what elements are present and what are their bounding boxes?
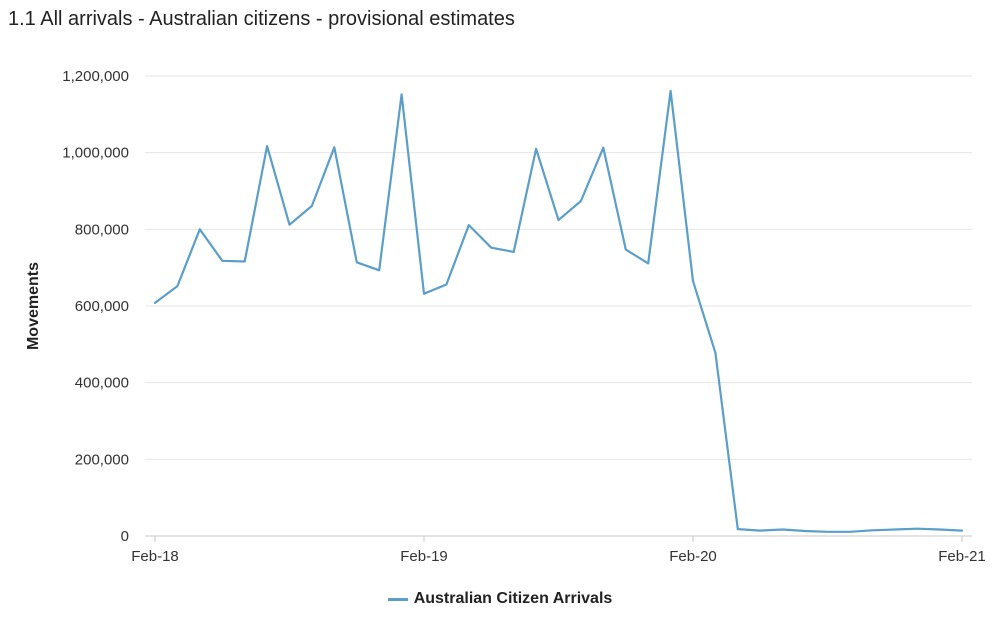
data-point[interactable] [620, 244, 632, 256]
data-point[interactable] [440, 279, 452, 291]
data-point[interactable] [754, 525, 766, 537]
data-point[interactable] [934, 523, 946, 535]
line-chart: 0 200,000 400,000 600,000 800,000 1,000,000 1,… [62, 68, 986, 565]
data-point[interactable] [844, 526, 856, 538]
data-point[interactable] [194, 223, 206, 235]
y-tick-label: 0 [121, 528, 129, 545]
x-tick-label: Feb-18 [131, 548, 179, 565]
data-point[interactable] [575, 195, 587, 207]
legend-swatch [387, 597, 408, 601]
data-point[interactable] [373, 264, 385, 276]
data-point[interactable] [911, 523, 923, 535]
data-point[interactable] [261, 140, 273, 152]
data-point[interactable] [665, 85, 677, 97]
data-point[interactable] [328, 141, 340, 153]
y-tick-label: 400,000 [75, 375, 129, 392]
data-point[interactable] [799, 525, 811, 537]
data-point[interactable] [418, 288, 430, 300]
data-point[interactable] [642, 257, 654, 269]
data-point[interactable] [351, 256, 363, 268]
data-point[interactable] [149, 297, 161, 309]
data-point[interactable] [530, 143, 542, 155]
legend-label: Australian Citizen Arrivals [413, 590, 613, 607]
y-tick-label: 800,000 [75, 221, 129, 238]
data-point[interactable] [306, 200, 318, 212]
data-point[interactable] [822, 526, 834, 538]
y-tick-label: 600,000 [75, 298, 129, 315]
data-point[interactable] [396, 88, 408, 100]
series-line[interactable] [153, 89, 964, 533]
y-tick-label: 1,200,000 [62, 68, 129, 85]
y-tick-label: 200,000 [75, 451, 129, 468]
x-tick-label: Feb-20 [669, 548, 717, 565]
data-point[interactable] [709, 347, 721, 359]
data-point[interactable] [597, 142, 609, 154]
legend[interactable]: Australian Citizen Arrivals [0, 590, 1000, 608]
y-tick-label: 1,000,000 [62, 145, 129, 162]
x-tick-label: Feb-21 [938, 548, 986, 565]
data-point[interactable] [956, 525, 968, 537]
data-point[interactable] [284, 219, 296, 231]
data-point[interactable] [687, 275, 699, 287]
x-tick-label: Feb-19 [400, 548, 448, 565]
data-point[interactable] [463, 219, 475, 231]
chart-title: 1.1 All arrivals - Australian citizens -… [8, 8, 515, 30]
series-layer [149, 85, 968, 538]
data-point[interactable] [553, 214, 565, 226]
data-point[interactable] [485, 242, 497, 254]
data-point[interactable] [216, 255, 228, 267]
data-point[interactable] [239, 256, 251, 268]
y-axis: 0 200,000 400,000 600,000 800,000 1,000,000 1,… [62, 68, 129, 545]
data-point[interactable] [171, 280, 183, 292]
data-point[interactable] [508, 246, 520, 258]
data-point[interactable] [866, 524, 878, 536]
x-axis: Feb-18 Feb-19 Feb-20 Feb-21 [131, 536, 986, 565]
data-point[interactable] [889, 523, 901, 535]
data-point[interactable] [732, 523, 744, 535]
data-point[interactable] [777, 523, 789, 535]
gridlines [145, 75, 972, 537]
